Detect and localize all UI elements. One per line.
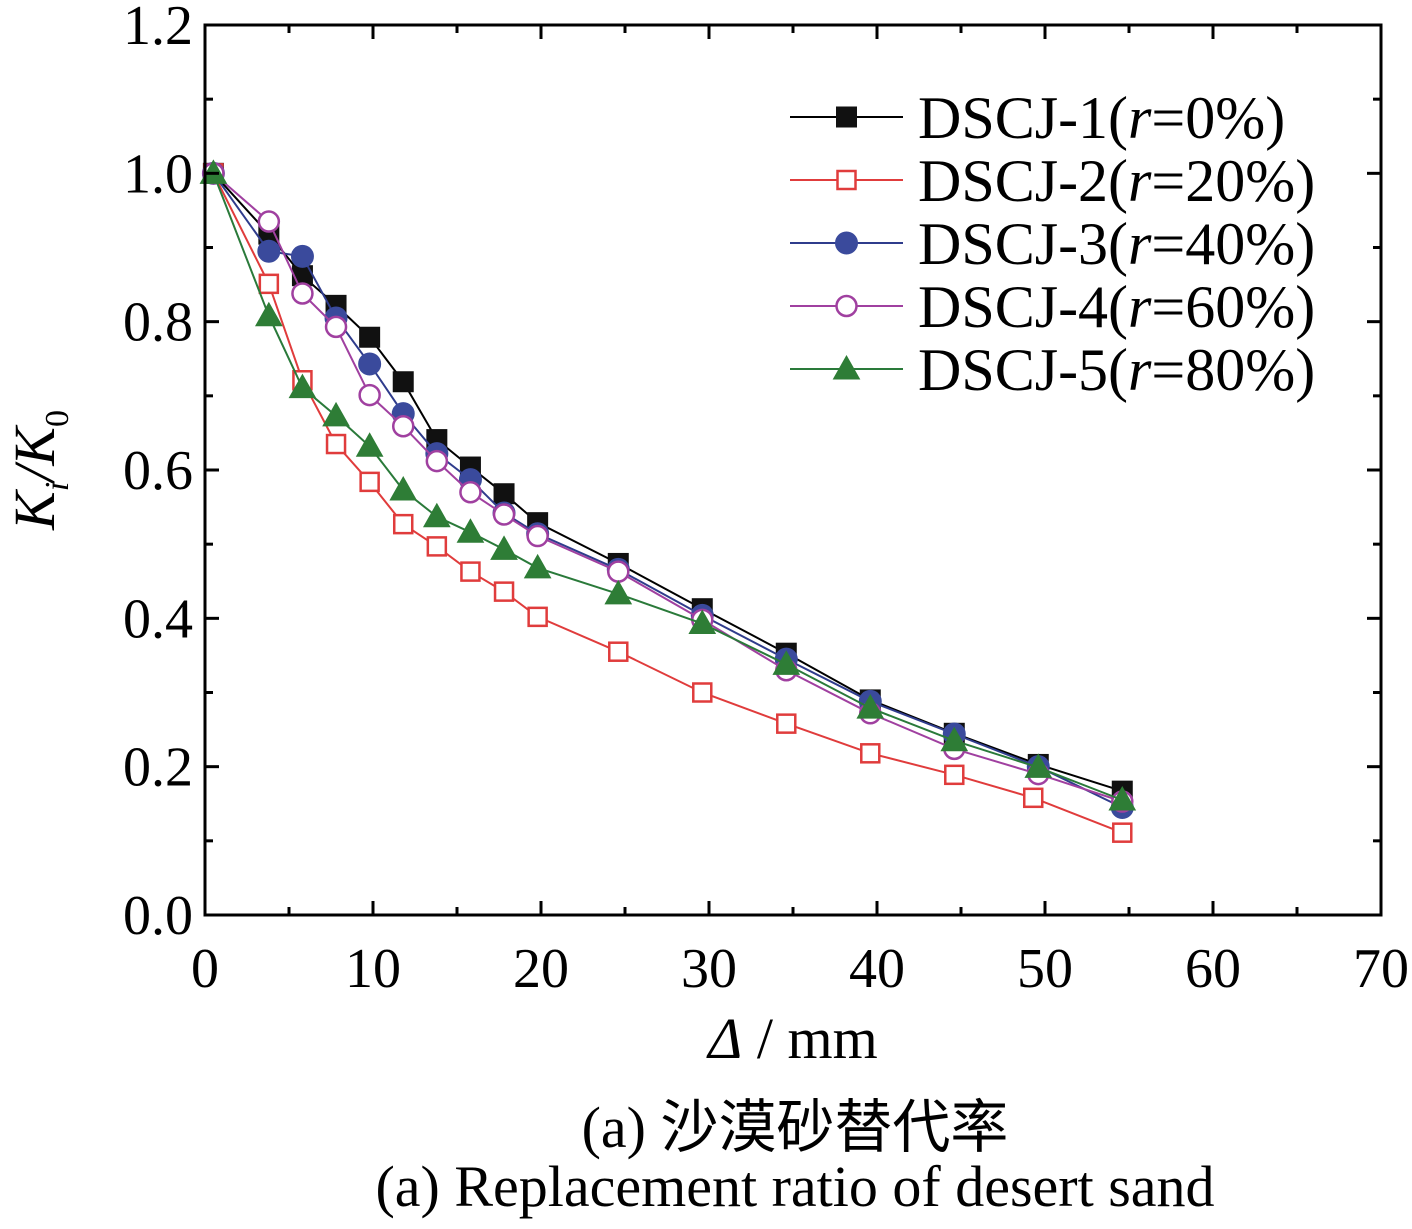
data-point [692, 682, 713, 703]
legend-item-5: DSCJ-5(r=80%) [790, 337, 1315, 403]
data-point [688, 609, 717, 635]
legend-marker [836, 169, 857, 191]
legend-label: DSCJ-2(r=20%) [918, 148, 1315, 214]
data-point [940, 726, 969, 752]
data-point [392, 513, 414, 535]
legend-label: DSCJ-1(r=0%) [918, 85, 1285, 151]
data-point [860, 743, 881, 764]
legend-marker [835, 231, 858, 255]
data-point [290, 244, 314, 268]
data-point [493, 483, 515, 505]
x-tick-label: 0 [191, 938, 219, 1000]
x-axis-label: Δ / mm [706, 1006, 877, 1071]
data-point [324, 315, 348, 339]
data-point [456, 518, 485, 543]
data-point [425, 449, 449, 473]
data-point [1112, 822, 1133, 843]
data-point [325, 433, 347, 455]
data-point [492, 503, 516, 526]
data-point [459, 481, 482, 504]
data-point [257, 210, 281, 233]
y-axis-label: Ki/K0 [2, 410, 76, 531]
legend-item-3: DSCJ-3(r=40%) [790, 211, 1315, 277]
data-point [391, 414, 415, 438]
data-point [1024, 753, 1053, 778]
series-5 [199, 159, 1137, 811]
data-point [1022, 787, 1044, 809]
data-point [426, 536, 448, 557]
data-point [1108, 786, 1137, 811]
data-point [856, 694, 885, 719]
x-tick-label: 30 [681, 938, 737, 1000]
data-point [493, 581, 515, 602]
data-point [288, 373, 317, 399]
x-tick-label: 10 [345, 938, 401, 1000]
legend-item-2: DSCJ-2(r=20%) [790, 148, 1315, 214]
y-tick-label: 0.0 [123, 885, 193, 947]
data-point [257, 239, 281, 263]
data-point [526, 524, 549, 548]
data-point [460, 561, 481, 582]
caption-chinese: (a) 沙漠砂替代率 [581, 1095, 1009, 1160]
legend: DSCJ-1(r=0%)DSCJ-2(r=20%)DSCJ-3(r=40%)DS… [790, 85, 1315, 403]
caption-english: (a) Replacement ratio of desert sand [375, 1154, 1215, 1219]
y-tick-label: 0.4 [123, 588, 193, 650]
x-tick-label: 70 [1353, 938, 1409, 1000]
data-point [389, 476, 418, 501]
legend-marker [832, 354, 861, 380]
data-point [523, 553, 552, 579]
data-point [607, 560, 630, 583]
y-tick-label: 1.2 [123, 0, 193, 57]
y-tick-label: 0.8 [123, 292, 193, 354]
legend-marker [836, 106, 857, 128]
y-tick-label: 0.2 [123, 737, 193, 799]
data-point [608, 641, 629, 662]
data-point [776, 713, 797, 734]
data-point [291, 282, 314, 305]
x-tick-label: 50 [1017, 938, 1073, 1000]
x-tick-label: 60 [1185, 938, 1241, 1000]
data-point [358, 352, 382, 376]
data-point [944, 764, 965, 786]
data-point [254, 301, 283, 327]
legend-label: DSCJ-4(r=60%) [918, 274, 1315, 340]
data-point [359, 471, 380, 493]
legend-item-4: DSCJ-4(r=60%) [790, 274, 1315, 340]
data-point [358, 383, 381, 407]
svg-text:Ki/K0: Ki/K0 [2, 410, 76, 531]
data-point [422, 502, 451, 528]
legend-marker [835, 294, 858, 318]
data-point [359, 326, 381, 348]
data-point [322, 401, 350, 427]
data-point [772, 650, 801, 675]
data-point [392, 371, 414, 393]
legend-label: DSCJ-5(r=80%) [918, 337, 1315, 403]
data-point [527, 606, 548, 628]
data-point [355, 432, 384, 457]
data-point [258, 273, 280, 295]
legend-label: DSCJ-3(r=40%) [918, 211, 1315, 277]
data-point [490, 535, 518, 560]
x-tick-label: 20 [513, 938, 569, 1000]
legend-item-1: DSCJ-1(r=0%) [790, 85, 1285, 151]
x-tick-label: 40 [849, 938, 905, 1000]
data-point [604, 579, 633, 605]
y-tick-label: 0.6 [123, 440, 193, 502]
y-tick-label: 1.0 [123, 143, 193, 205]
